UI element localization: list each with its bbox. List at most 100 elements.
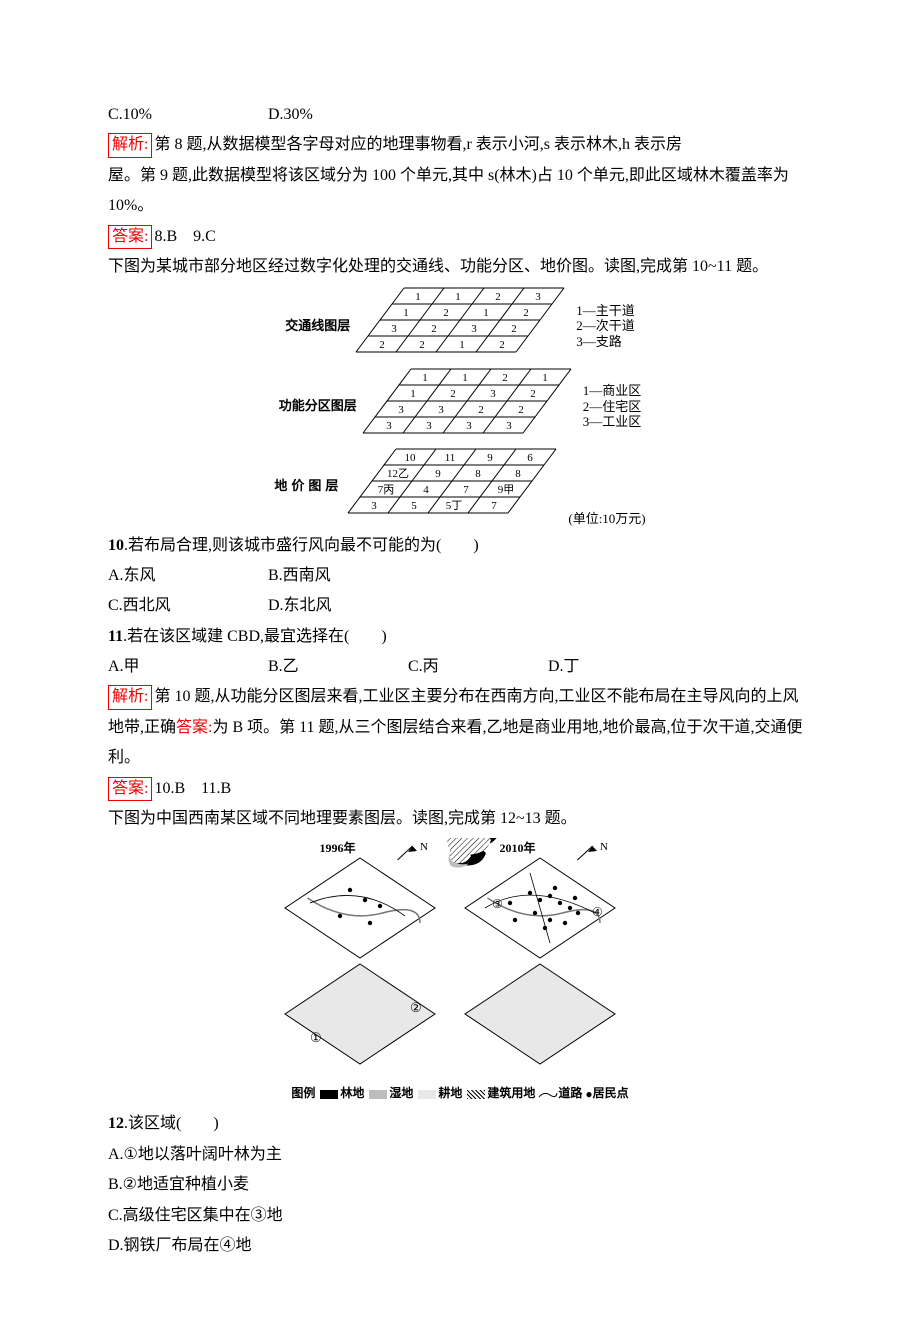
leg-3: 3—支路	[576, 334, 622, 349]
layer1-legend: 1—主干道 2—次干道 3—支路	[576, 303, 635, 350]
leg-3: 3—工业区	[583, 414, 642, 429]
svg-text:5: 5	[412, 500, 418, 512]
opt-b: B.西南风	[268, 561, 331, 591]
q10-text: 若布局合理,则该城市盛行风向最不可能的为( )	[128, 537, 479, 554]
svg-text:1: 1	[460, 339, 466, 351]
q10-stem: 10.若布局合理,则该城市盛行风向最不可能的为( )	[108, 531, 812, 561]
svg-text:1: 1	[462, 372, 468, 384]
q11-opts: A.甲 B.乙 C.丙 D.丁	[108, 652, 812, 682]
svg-text:3: 3	[536, 291, 542, 303]
leg-road: 道路	[558, 1086, 582, 1100]
layer3-grid: 10119612乙9887丙479甲355丁7	[346, 447, 558, 526]
answer-text: 8.B 9.C	[154, 228, 215, 245]
svg-text:7: 7	[492, 500, 498, 512]
svg-text:3: 3	[466, 420, 472, 432]
svg-text:2: 2	[420, 339, 426, 351]
svg-text:2: 2	[502, 372, 508, 384]
answer-label: 答案:	[108, 225, 152, 249]
svg-text:1: 1	[484, 307, 490, 319]
svg-text:N: N	[420, 841, 428, 853]
q12-number: 12	[108, 1115, 124, 1132]
leg-farmland: 耕地	[438, 1086, 462, 1100]
svg-text:9: 9	[488, 452, 494, 464]
svg-text:1: 1	[542, 372, 548, 384]
svg-text:2: 2	[512, 323, 518, 335]
set12-intro: 下图为中国西南某区域不同地理要素图层。读图,完成第 12~13 题。	[108, 804, 812, 834]
svg-text:2: 2	[478, 404, 484, 416]
q10-number: 10	[108, 537, 124, 554]
q12-opt-b: B.②地适宜种植小麦	[108, 1170, 812, 1200]
svg-text:2010年: 2010年	[499, 840, 535, 855]
opt-d: D.30%	[268, 100, 313, 130]
opt-b: B.乙	[268, 652, 408, 682]
svg-text:3: 3	[472, 323, 478, 335]
q8-9-answer: 答案:8.B 9.C	[108, 222, 812, 252]
svg-text:1: 1	[410, 388, 416, 400]
leg-1: 1—主干道	[576, 303, 635, 318]
q12-stem: 12.该区域( )	[108, 1109, 812, 1139]
layer2-label: 功能分区图层	[279, 394, 357, 419]
q12-opt-c: C.高级住宅区集中在③地	[108, 1201, 812, 1231]
layer1-grid: 1123121232322212	[354, 286, 566, 365]
svg-text:3: 3	[398, 404, 404, 416]
svg-text:2: 2	[450, 388, 456, 400]
opt-a: A.东风	[108, 561, 268, 591]
landuse-figure: 1996年N2010年N③④①② 图例 林地 湿地 耕地 建筑用地 道路 ●居民…	[108, 838, 812, 1105]
q10-11-analysis: 解析:第 10 题,从功能分区图层来看,工业区主要分布在西南方向,工业区不能布局…	[108, 682, 812, 773]
svg-text:④: ④	[592, 905, 603, 919]
opt-d: D.丁	[548, 652, 580, 682]
svg-text:3: 3	[438, 404, 444, 416]
leg-2: 2—住宅区	[583, 399, 642, 414]
svg-text:3: 3	[426, 420, 432, 432]
svg-text:9: 9	[436, 468, 442, 480]
svg-text:1: 1	[416, 291, 422, 303]
swatch-built	[467, 1090, 485, 1099]
svg-text:3: 3	[386, 420, 392, 432]
opt-c: C.丙	[408, 652, 548, 682]
swatch-wetland	[369, 1090, 387, 1099]
leg-point: 居民点	[593, 1086, 629, 1100]
svg-text:N: N	[600, 841, 608, 853]
q10-opts-cd: C.西北风 D.东北风	[108, 591, 812, 621]
svg-text:2: 2	[524, 307, 530, 319]
leg-forest: 林地	[340, 1086, 364, 1100]
svg-text:12乙: 12乙	[387, 467, 409, 480]
q11-text: 若在该区域建 CBD,最宜选择在( )	[127, 628, 387, 645]
svg-text:2: 2	[518, 404, 524, 416]
answer-label: 答案:	[108, 777, 152, 801]
q12-opt-a: A.①地以落叶阔叶林为主	[108, 1140, 812, 1170]
leg-wetland: 湿地	[389, 1086, 413, 1100]
q8-9-analysis-2: 屋。第 9 题,此数据模型将该区域分为 100 个单元,其中 s(林木)占 10…	[108, 161, 812, 222]
svg-text:2: 2	[496, 291, 502, 303]
analysis-text-b: 为 B 项。第 11 题,从三个图层结合来看,乙地是商业用地,地价最高,位于次干…	[108, 719, 803, 766]
swatch-farmland	[418, 1090, 436, 1099]
q9-options-cd: C.10% D.30%	[108, 100, 812, 130]
q8-9-analysis: 解析:第 8 题,从数据模型各字母对应的地理事物看,r 表示小河,s 表示林木,…	[108, 130, 812, 160]
svg-text:3: 3	[506, 420, 512, 432]
svg-text:3: 3	[372, 500, 378, 512]
layer2-grid: 1121123233223333	[361, 367, 573, 446]
landuse-legend: 图例 林地 湿地 耕地 建筑用地 道路 ●居民点	[108, 1082, 812, 1106]
set10-intro: 下图为某城市部分地区经过数字化处理的交通线、功能分区、地价图。读图,完成第 10…	[108, 252, 812, 282]
leg-1: 1—商业区	[583, 383, 642, 398]
q11-stem: 11.若在该区域建 CBD,最宜选择在( )	[108, 622, 812, 652]
opt-d: D.东北风	[268, 591, 332, 621]
analysis-text-1: 第 8 题,从数据模型各字母对应的地理事物看,r 表示小河,s 表示林木,h 表…	[154, 136, 682, 153]
svg-text:3: 3	[490, 388, 496, 400]
q11-number: 11	[108, 628, 123, 645]
layer1-label: 交通线图层	[285, 314, 350, 339]
svg-text:1: 1	[404, 307, 410, 319]
analysis-label: 解析:	[108, 133, 152, 157]
svg-text:7丙: 7丙	[378, 484, 395, 496]
svg-text:2: 2	[432, 323, 438, 335]
answer-text: 10.B 11.B	[154, 780, 231, 797]
svg-text:③: ③	[492, 897, 503, 911]
svg-text:8: 8	[516, 468, 522, 480]
analysis-label: 解析:	[108, 685, 152, 709]
svg-text:10: 10	[405, 452, 417, 464]
svg-text:7: 7	[464, 484, 470, 496]
svg-text:3: 3	[392, 323, 398, 335]
svg-text:5丁: 5丁	[446, 500, 463, 512]
q12-opt-d: D.钢铁厂布局在④地	[108, 1231, 812, 1261]
leg-2: 2—次干道	[576, 318, 635, 333]
